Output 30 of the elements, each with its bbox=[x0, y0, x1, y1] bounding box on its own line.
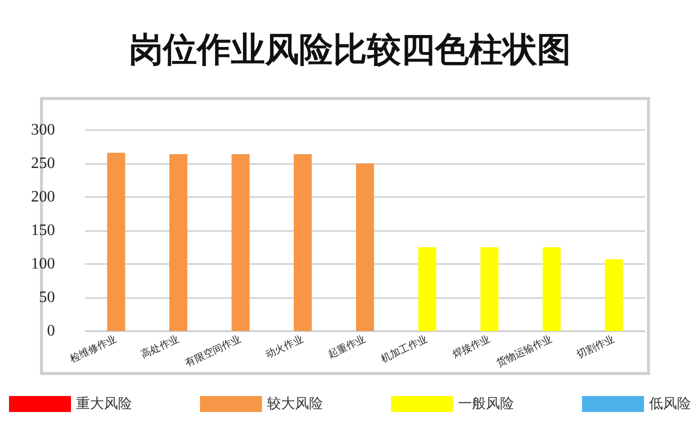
bar bbox=[169, 154, 188, 331]
x-tick-label: 货物运输作业 bbox=[494, 333, 554, 370]
bar bbox=[107, 152, 126, 331]
bar bbox=[542, 247, 561, 331]
legend-label: 一般风险 bbox=[458, 396, 514, 412]
bar bbox=[232, 154, 250, 331]
y-tick-label: 50 bbox=[39, 289, 55, 306]
y-tick-label: 200 bbox=[31, 188, 55, 206]
bar bbox=[418, 247, 436, 331]
y-tick-label: 250 bbox=[31, 155, 55, 172]
x-tick-label: 检维修作业 bbox=[68, 333, 118, 366]
legend-label: 低风险 bbox=[649, 396, 691, 412]
x-tick-label: 焊接作业 bbox=[450, 333, 492, 361]
y-tick-label: 0 bbox=[47, 322, 55, 340]
bar bbox=[294, 154, 312, 331]
x-tick-label: 有限空间作业 bbox=[183, 333, 243, 370]
x-tick-label: 高处作业 bbox=[139, 333, 181, 361]
x-tick-label: 动火作业 bbox=[264, 333, 306, 361]
x-tick-label: 机加工作业 bbox=[379, 333, 430, 366]
legend-label: 重大风险 bbox=[76, 396, 132, 412]
x-tick-label: 起重作业 bbox=[326, 333, 368, 361]
y-tick-label: 300 bbox=[31, 122, 55, 138]
chart-title: 岗位作业风险比较四色柱状图 bbox=[129, 30, 571, 70]
bar bbox=[480, 247, 498, 331]
bar bbox=[356, 164, 374, 331]
legend-label: 较大风险 bbox=[267, 396, 323, 412]
x-tick-label: 切割作业 bbox=[574, 333, 616, 361]
y-tick-label: 150 bbox=[31, 222, 55, 239]
y-tick-label: 100 bbox=[31, 256, 55, 272]
bar bbox=[604, 259, 623, 331]
